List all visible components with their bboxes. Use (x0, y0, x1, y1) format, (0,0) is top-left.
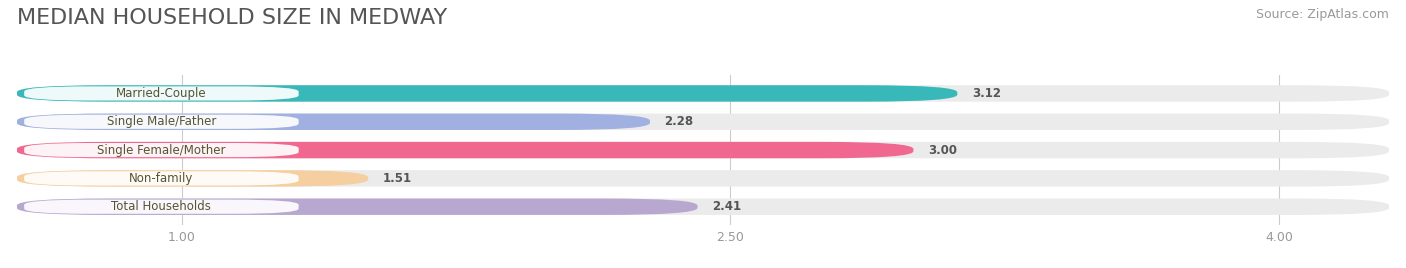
FancyBboxPatch shape (17, 85, 957, 102)
Text: 2.41: 2.41 (713, 200, 741, 213)
Text: 3.00: 3.00 (928, 144, 957, 157)
Text: MEDIAN HOUSEHOLD SIZE IN MEDWAY: MEDIAN HOUSEHOLD SIZE IN MEDWAY (17, 8, 447, 28)
FancyBboxPatch shape (24, 86, 298, 100)
FancyBboxPatch shape (17, 199, 1389, 215)
FancyBboxPatch shape (17, 114, 1389, 130)
FancyBboxPatch shape (24, 143, 298, 157)
FancyBboxPatch shape (24, 115, 298, 129)
FancyBboxPatch shape (17, 170, 368, 187)
Text: Married-Couple: Married-Couple (117, 87, 207, 100)
Text: Single Female/Mother: Single Female/Mother (97, 144, 226, 157)
FancyBboxPatch shape (17, 170, 1389, 187)
FancyBboxPatch shape (24, 200, 298, 214)
FancyBboxPatch shape (17, 114, 650, 130)
Text: Source: ZipAtlas.com: Source: ZipAtlas.com (1256, 8, 1389, 21)
FancyBboxPatch shape (17, 142, 1389, 158)
Text: 2.28: 2.28 (665, 115, 693, 128)
Text: Non-family: Non-family (129, 172, 194, 185)
FancyBboxPatch shape (17, 142, 914, 158)
FancyBboxPatch shape (17, 85, 1389, 102)
FancyBboxPatch shape (24, 171, 298, 185)
Text: 1.51: 1.51 (382, 172, 412, 185)
Text: Total Households: Total Households (111, 200, 211, 213)
Text: 3.12: 3.12 (972, 87, 1001, 100)
FancyBboxPatch shape (17, 199, 697, 215)
Text: Single Male/Father: Single Male/Father (107, 115, 217, 128)
